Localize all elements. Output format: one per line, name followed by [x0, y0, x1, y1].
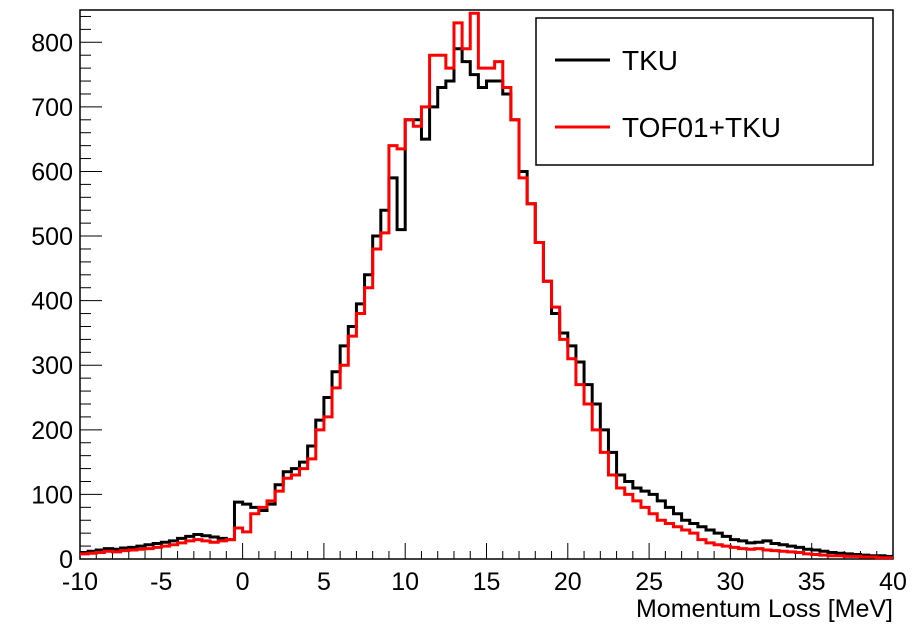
- x-tick-label: 15: [473, 568, 501, 596]
- y-tick-label: 100: [31, 481, 73, 509]
- y-axis-ticks: 0 100 200 300 400 500 600 700 800: [31, 15, 102, 574]
- y-tick-label: 300: [31, 352, 73, 380]
- y-tick-label: 0: [59, 546, 73, 574]
- y-tick-label: 800: [31, 29, 73, 57]
- series-layer: [80, 11, 893, 560]
- x-tick-label: 35: [798, 568, 826, 596]
- y-tick-label: 600: [31, 158, 73, 186]
- y-tick-label: 700: [31, 94, 73, 122]
- x-axis-ticks: -10 -5 0 5 10 15 20 25 30 35 40: [62, 543, 907, 596]
- series-line-tku: [80, 47, 893, 558]
- x-tick-label: -10: [62, 568, 98, 596]
- x-tick-label: 5: [317, 568, 331, 596]
- legend: TKU TOF01+TKU: [535, 17, 874, 166]
- series-line-tof01-tku: [80, 11, 893, 560]
- x-tick-label: -5: [150, 568, 172, 596]
- x-tick-label: 30: [716, 568, 744, 596]
- x-tick-label: 20: [554, 568, 582, 596]
- y-tick-label: 500: [31, 223, 73, 251]
- x-tick-label: 0: [236, 568, 250, 596]
- x-tick-label: 40: [879, 568, 907, 596]
- x-tick-label: 10: [391, 568, 419, 596]
- legend-box: [535, 17, 874, 166]
- x-axis-title: Momentum Loss [MeV]: [636, 595, 893, 623]
- y-tick-label: 200: [31, 417, 73, 445]
- y-tick-label: 400: [31, 288, 73, 316]
- x-tick-label: 25: [635, 568, 663, 596]
- legend-label-tku: TKU: [622, 45, 678, 76]
- legend-label-tof01-tku: TOF01+TKU: [622, 112, 781, 143]
